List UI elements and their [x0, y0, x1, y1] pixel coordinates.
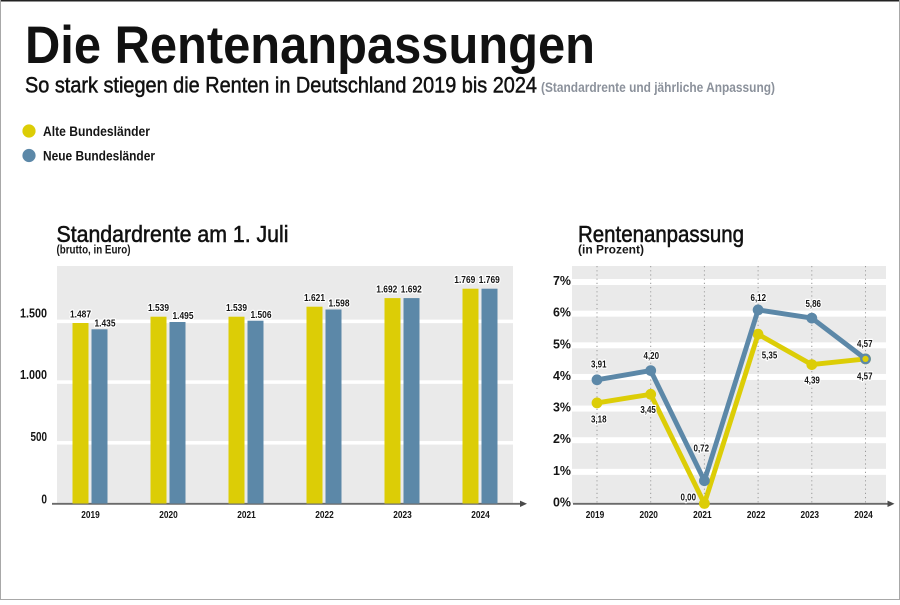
svg-text:Rentenanpassung: Rentenanpassung	[578, 221, 744, 247]
svg-text:1.539: 1.539	[148, 303, 169, 314]
svg-text:4,57: 4,57	[857, 339, 873, 350]
svg-text:1.506: 1.506	[251, 310, 272, 321]
svg-text:4,20: 4,20	[644, 351, 660, 362]
svg-text:500: 500	[31, 429, 48, 444]
svg-text:Neue Bundesländer: Neue Bundesländer	[43, 147, 155, 163]
svg-text:1.692: 1.692	[376, 284, 397, 295]
svg-text:1.769: 1.769	[454, 275, 475, 286]
svg-text:2019: 2019	[586, 510, 605, 521]
svg-text:2020: 2020	[639, 510, 658, 521]
svg-text:2020: 2020	[159, 510, 178, 521]
svg-text:2024: 2024	[471, 510, 490, 521]
svg-text:1.500: 1.500	[20, 306, 47, 321]
svg-text:2023: 2023	[393, 510, 412, 521]
svg-text:1%: 1%	[553, 463, 571, 478]
svg-text:1.435: 1.435	[95, 318, 116, 329]
svg-text:0: 0	[41, 492, 47, 507]
svg-text:2%: 2%	[553, 431, 571, 446]
svg-text:So stark stiegen die Renten in: So stark stiegen die Renten in Deutschla…	[25, 73, 537, 98]
svg-text:(Standardrente und jährliche A: (Standardrente und jährliche Anpassung)	[541, 80, 775, 95]
svg-text:Die Rentenanpassungen: Die Rentenanpassungen	[25, 16, 595, 75]
svg-text:(brutto, in Euro): (brutto, in Euro)	[57, 245, 131, 257]
svg-text:2022: 2022	[747, 510, 766, 521]
svg-text:1.621: 1.621	[304, 293, 325, 304]
svg-text:0,72: 0,72	[694, 443, 710, 454]
svg-text:2024: 2024	[854, 510, 873, 521]
svg-text:(in Prozent): (in Prozent)	[578, 245, 644, 257]
svg-text:7%: 7%	[553, 273, 571, 288]
svg-text:1.000: 1.000	[20, 367, 47, 382]
svg-text:0,00: 0,00	[681, 493, 697, 504]
svg-text:4,39: 4,39	[804, 375, 820, 386]
svg-text:1.692: 1.692	[401, 284, 422, 295]
svg-text:2019: 2019	[81, 510, 100, 521]
svg-text:0%: 0%	[553, 495, 571, 510]
svg-text:1.769: 1.769	[479, 275, 500, 286]
svg-text:6%: 6%	[553, 305, 571, 320]
svg-text:5,35: 5,35	[762, 351, 778, 362]
svg-text:4%: 4%	[553, 368, 571, 383]
svg-text:4,57: 4,57	[857, 371, 873, 382]
svg-text:2021: 2021	[237, 510, 256, 521]
svg-text:3%: 3%	[553, 400, 571, 415]
svg-text:Standardrente am 1. Juli: Standardrente am 1. Juli	[57, 221, 289, 247]
svg-text:2021: 2021	[693, 510, 712, 521]
svg-text:5%: 5%	[553, 336, 571, 351]
svg-text:3,45: 3,45	[640, 405, 656, 416]
svg-text:Alte Bundesländer: Alte Bundesländer	[43, 123, 150, 139]
svg-text:1.598: 1.598	[329, 299, 350, 310]
svg-text:5,86: 5,86	[805, 299, 821, 310]
svg-text:3,91: 3,91	[591, 360, 607, 371]
svg-text:1.539: 1.539	[226, 303, 247, 314]
svg-text:1.487: 1.487	[70, 309, 91, 320]
svg-text:2022: 2022	[315, 510, 334, 521]
svg-text:2023: 2023	[801, 510, 820, 521]
svg-text:1.495: 1.495	[173, 311, 194, 322]
svg-text:3,18: 3,18	[591, 415, 607, 426]
svg-text:6,12: 6,12	[751, 293, 767, 304]
